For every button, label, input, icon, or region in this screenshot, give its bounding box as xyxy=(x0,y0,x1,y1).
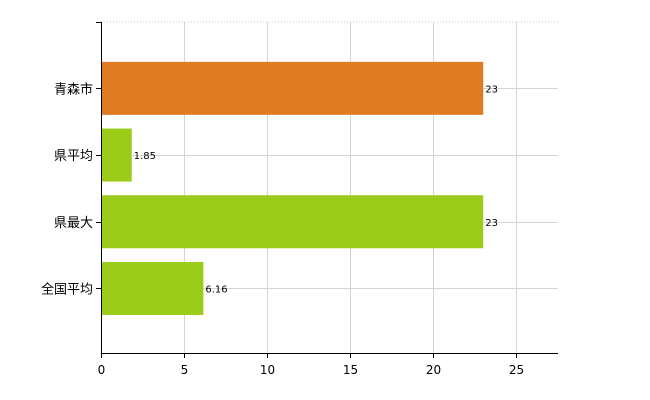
data-label: 1.85 xyxy=(134,151,156,162)
bar xyxy=(101,261,204,315)
x-tick-label: 5 xyxy=(181,363,189,377)
x-tick-label: 25 xyxy=(509,363,524,377)
x-tick-label: 0 xyxy=(98,363,106,377)
category-label: 県最大 xyxy=(54,216,93,231)
x-tick-label: 10 xyxy=(260,363,275,377)
data-label: 23 xyxy=(485,84,498,95)
bar xyxy=(101,61,484,115)
bar xyxy=(101,195,484,249)
bar xyxy=(101,128,132,182)
axes xyxy=(96,22,558,358)
x-tick-label: 20 xyxy=(426,363,441,377)
x-tick-label: 15 xyxy=(343,363,358,377)
data-label: 6.16 xyxy=(205,284,227,295)
category-label: 青森市 xyxy=(54,81,93,97)
category-label: 全国平均 xyxy=(41,281,93,297)
data-label: 23 xyxy=(485,218,498,229)
category-label: 県平均 xyxy=(54,149,93,164)
bars xyxy=(101,61,484,315)
